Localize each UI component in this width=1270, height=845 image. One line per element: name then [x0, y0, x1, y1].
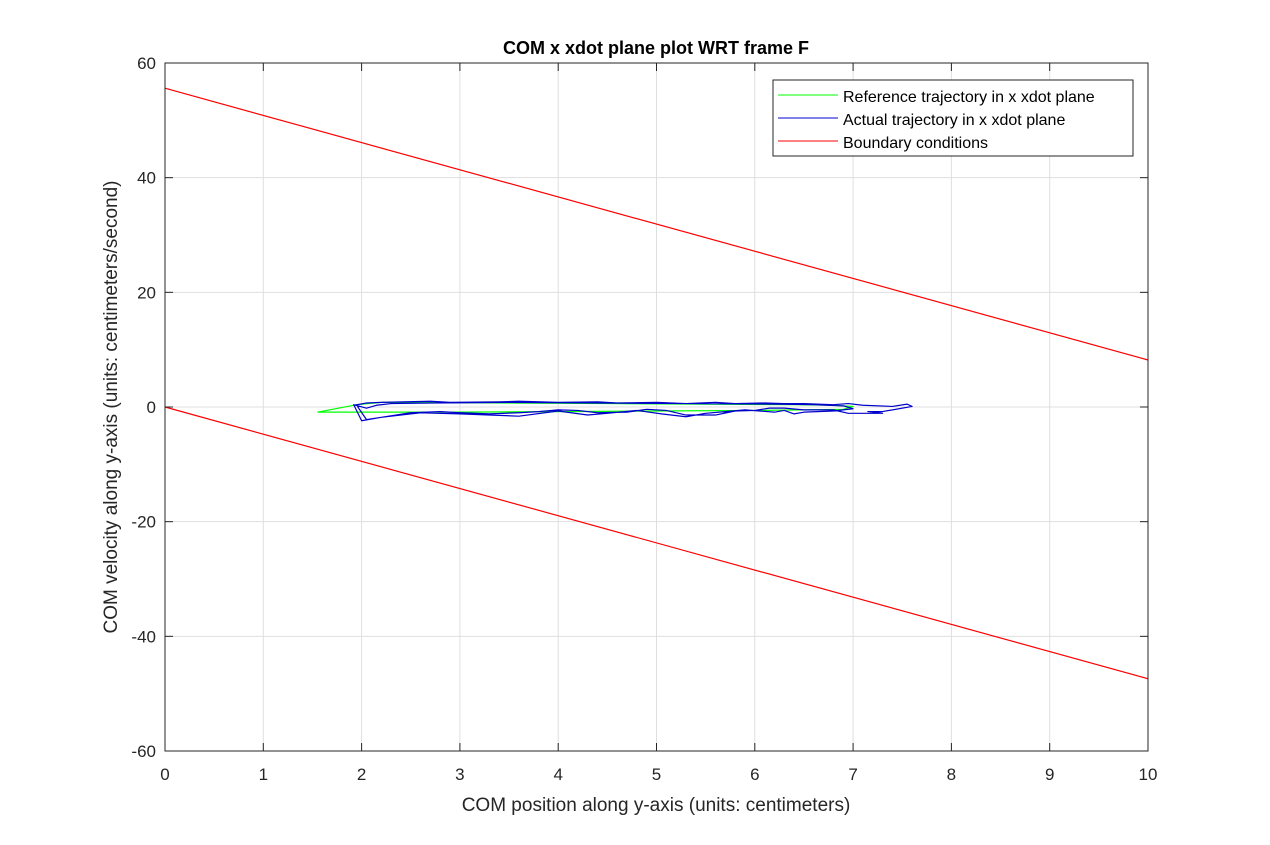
boundary-upper-line	[164, 87, 1149, 361]
legend-label-actual: Actual trajectory in x xdot plane	[843, 112, 1065, 129]
x-tick-label: 4	[553, 765, 562, 784]
x-tick-label: 2	[357, 765, 366, 784]
x-tick-label: 0	[160, 765, 169, 784]
x-axis-label: COM position along y-axis (units: centim…	[462, 795, 851, 816]
y-tick-label: 40	[137, 169, 156, 188]
x-tick-label: 1	[259, 765, 268, 784]
ticks: 0 1 2 3 4 5 6 7 8 9 10 -60 -40 -20 0 20 40 60	[131, 54, 1157, 784]
y-tick-label: -40	[131, 627, 156, 646]
legend-label-reference: Reference trajectory in x xdot plane	[843, 89, 1095, 106]
y-axis-label: COM velocity along y-axis (units: centim…	[101, 181, 122, 634]
y-tick-label: 20	[137, 283, 156, 302]
boundary-lower-line	[164, 406, 1149, 680]
chart-title: COM x xdot plane plot WRT frame F	[503, 38, 809, 58]
y-tick-label: -60	[131, 742, 156, 761]
y-tick-label: 60	[137, 54, 156, 73]
x-tick-label: 6	[750, 765, 759, 784]
x-tick-label: 7	[848, 765, 857, 784]
x-tick-label: 8	[947, 765, 956, 784]
x-tick-label: 3	[455, 765, 464, 784]
x-tick-label: 5	[652, 765, 661, 784]
legend-label-boundary: Boundary conditions	[843, 135, 988, 152]
legend: Reference trajectory in x xdot plane Act…	[772, 79, 1134, 157]
series-layer	[164, 87, 1149, 680]
actual-trajectory-line	[353, 400, 913, 422]
x-tick-label: 10	[1139, 765, 1158, 784]
y-tick-label: 0	[147, 398, 156, 417]
y-tick-label: -20	[131, 513, 156, 532]
x-tick-label: 9	[1045, 765, 1054, 784]
